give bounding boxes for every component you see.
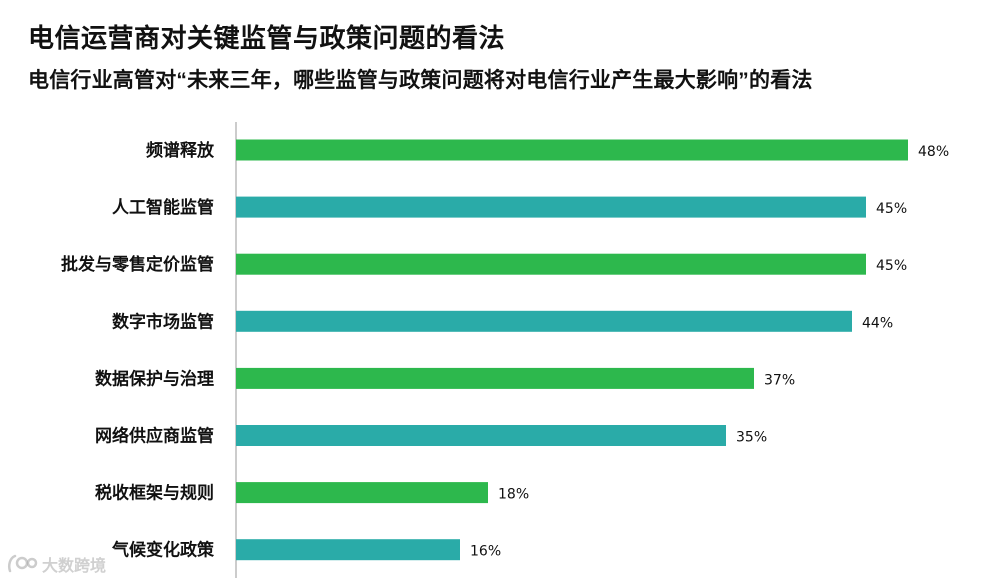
chart-subtitle: 电信行业高管对“未来三年，哪些监管与政策问题将对电信行业产生最大影响”的看法 xyxy=(28,69,813,92)
category-label: 网络供应商监管 xyxy=(95,426,214,447)
value-label: 16% xyxy=(470,544,501,560)
bar xyxy=(236,367,754,389)
category-label: 批发与零售定价监管 xyxy=(61,254,214,275)
value-label: 48% xyxy=(918,144,949,160)
value-label: 35% xyxy=(736,430,767,446)
bar xyxy=(236,253,866,275)
category-label: 税收框架与规则 xyxy=(95,483,214,504)
bar xyxy=(236,139,908,161)
bar xyxy=(236,482,488,504)
value-label: 44% xyxy=(862,315,893,331)
value-label: 37% xyxy=(764,372,795,388)
value-label: 45% xyxy=(876,201,907,217)
bar xyxy=(236,196,866,218)
chart-title: 电信运营商对关键监管与政策问题的看法 xyxy=(28,23,506,53)
bar xyxy=(236,310,852,332)
bar xyxy=(236,539,460,561)
category-label: 人工智能监管 xyxy=(112,197,214,218)
bar xyxy=(236,425,726,446)
value-label: 18% xyxy=(498,487,529,503)
category-label: 数据保护与治理 xyxy=(95,368,214,389)
category-label: 数字市场监管 xyxy=(112,311,214,332)
category-label: 频谱释放 xyxy=(146,140,215,161)
category-label: 气候变化政策 xyxy=(111,540,215,561)
value-label: 45% xyxy=(876,258,907,274)
